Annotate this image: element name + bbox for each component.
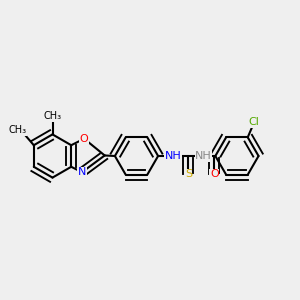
Text: NH: NH xyxy=(165,151,182,161)
Text: O: O xyxy=(210,169,219,179)
Text: NH: NH xyxy=(195,151,212,161)
Text: N: N xyxy=(78,167,86,177)
Text: CH₃: CH₃ xyxy=(9,125,27,135)
Text: O: O xyxy=(80,134,88,144)
Text: S: S xyxy=(185,169,192,179)
Text: CH₃: CH₃ xyxy=(44,111,62,121)
Text: Cl: Cl xyxy=(249,117,260,127)
